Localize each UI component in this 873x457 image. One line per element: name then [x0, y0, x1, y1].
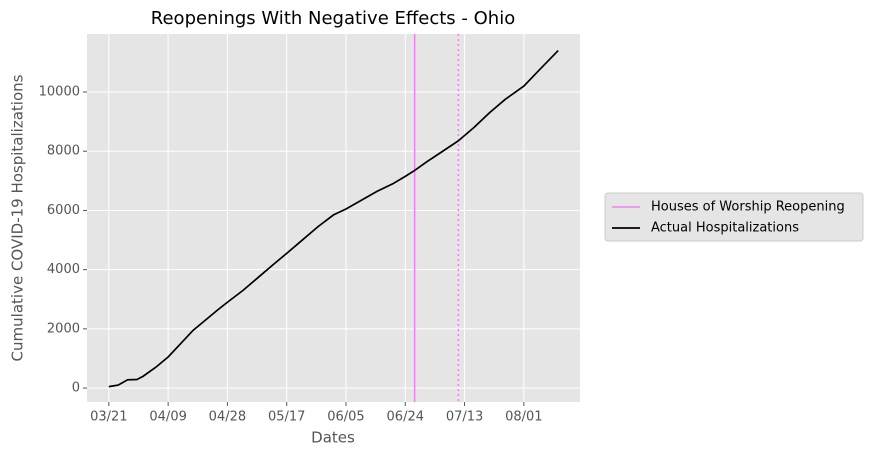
- y-tick-label: 2000: [47, 321, 80, 336]
- y-axis-label: Cumulative COVID-19 Hospitalizations: [9, 74, 27, 361]
- data-line: [108, 49, 559, 388]
- x-tick-label: 06/24: [387, 410, 424, 425]
- legend-box: [604, 192, 864, 242]
- x-tick-label: 07/13: [446, 410, 483, 425]
- legend-label: Actual Hospitalizations: [651, 221, 799, 236]
- x-tick-label: 04/09: [149, 410, 186, 425]
- plot-area: [87, 34, 580, 402]
- y-tick-label: 10000: [39, 85, 80, 100]
- y-tick-label: 6000: [47, 203, 80, 218]
- legend-label: Houses of Worship Reopening: [651, 200, 845, 215]
- y-tick-label: 4000: [47, 262, 80, 277]
- x-tick-label: 04/28: [209, 410, 246, 425]
- x-tick-label: 03/21: [90, 410, 127, 425]
- legend: Houses of Worship Reopening Actual Hospit…: [604, 192, 864, 242]
- y-tick-label: 8000: [47, 144, 80, 159]
- x-axis-label: Dates: [311, 429, 355, 447]
- x-tick-label: 06/05: [327, 410, 364, 425]
- y-tick-label: 0: [72, 381, 80, 396]
- x-tick-label: 05/17: [268, 410, 305, 425]
- x-tick-label: 08/01: [505, 410, 542, 425]
- chart-title: Reopenings With Negative Effects - Ohio: [151, 8, 515, 29]
